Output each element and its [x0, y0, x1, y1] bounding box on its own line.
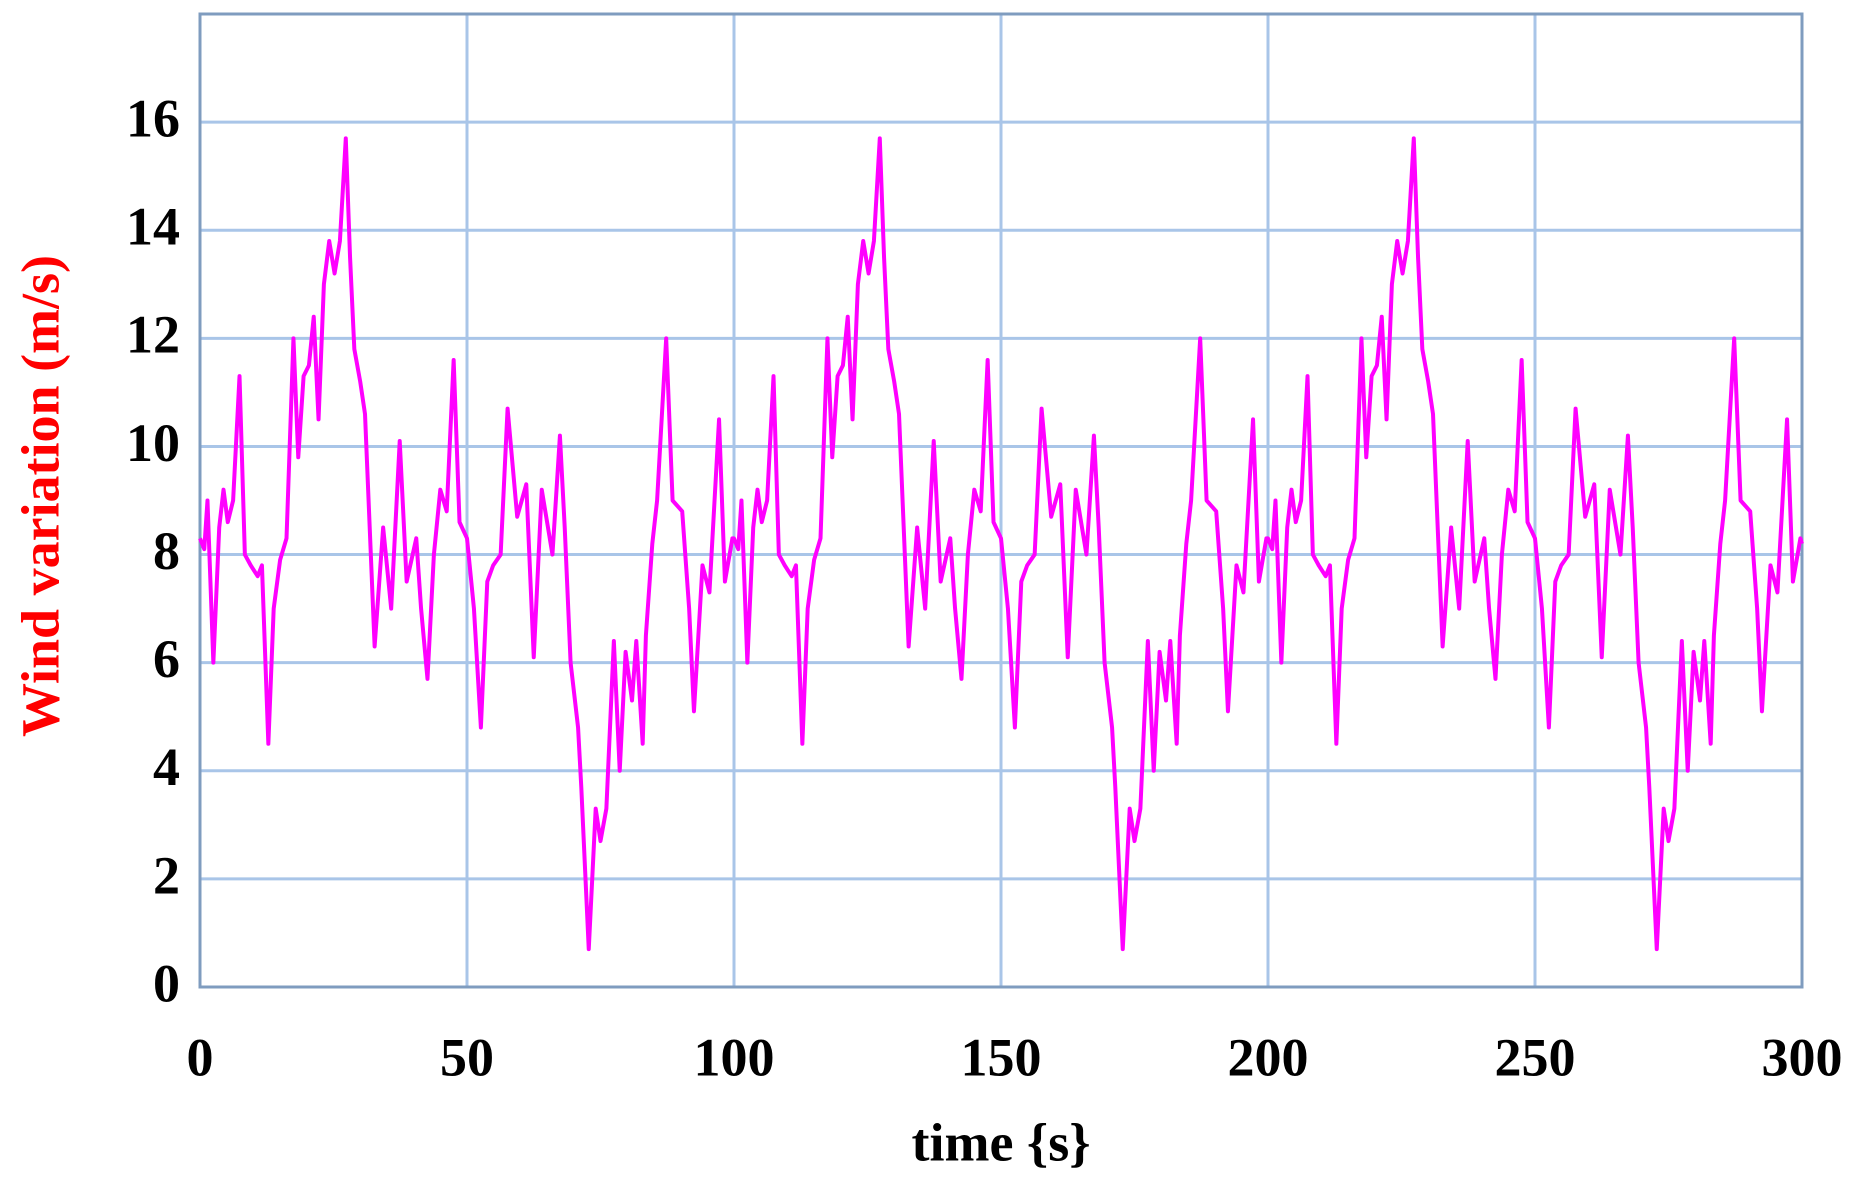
y-tick-label: 6	[153, 629, 180, 689]
y-tick-label: 10	[126, 413, 180, 473]
x-axis-title: time {s}	[911, 1112, 1090, 1172]
x-tick-label: 100	[694, 1027, 775, 1087]
y-tick-label: 2	[153, 845, 180, 905]
y-axis-title: Wind variation (m/s)	[10, 255, 70, 737]
x-tick-label: 300	[1762, 1027, 1843, 1087]
x-tick-label: 0	[187, 1027, 214, 1087]
y-tick-label: 14	[126, 197, 180, 257]
x-tick-label: 150	[961, 1027, 1042, 1087]
x-tick-label: 50	[440, 1027, 494, 1087]
y-tick-label: 12	[126, 305, 180, 365]
y-tick-label: 16	[126, 89, 180, 149]
y-tick-label: 4	[153, 737, 180, 797]
y-tick-label: 8	[153, 521, 180, 581]
plot-border	[198, 12, 1804, 989]
x-tick-label: 200	[1228, 1027, 1309, 1087]
data-line	[198, 136, 1804, 952]
y-tick-label: 0	[153, 953, 180, 1013]
x-tick-label: 250	[1495, 1027, 1576, 1087]
